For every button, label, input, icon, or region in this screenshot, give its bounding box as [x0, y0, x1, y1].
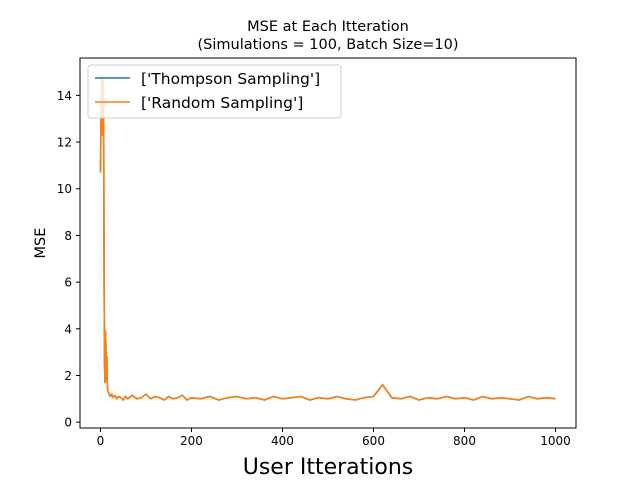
y-axis: 0 2 4 6 8 10 12 14 — [57, 89, 80, 430]
chart-title: MSE at Each Itteration — [247, 19, 409, 35]
y-tick-label: 8 — [64, 229, 72, 243]
series-line-random — [99, 75, 556, 401]
y-tick-label: 14 — [57, 89, 72, 103]
series-layer — [99, 75, 556, 401]
x-axis-label: User Itterations — [243, 455, 414, 480]
plot-frame — [79, 57, 577, 429]
y-tick-label: 6 — [64, 276, 72, 290]
x-tick-label: 0 — [97, 434, 105, 448]
x-tick-label: 200 — [180, 434, 203, 448]
x-axis: 0 200 400 600 800 1000 — [97, 428, 571, 448]
plot-area — [79, 57, 577, 429]
x-tick-label: 400 — [271, 434, 294, 448]
y-tick-label: 4 — [64, 322, 72, 336]
x-tick-label: 600 — [362, 434, 385, 448]
legend: ['Thompson Sampling'] ['Random Sampling'… — [87, 64, 342, 119]
y-tick-label: 0 — [64, 416, 72, 430]
y-tick-label: 2 — [64, 369, 72, 383]
legend-box — [87, 64, 342, 119]
y-axis-label: MSE — [33, 228, 49, 259]
x-tick-label: 800 — [453, 434, 476, 448]
x-tick-label: 1000 — [540, 434, 571, 448]
plot-background — [80, 58, 576, 428]
y-tick-label: 12 — [57, 136, 72, 150]
y-tick-label: 10 — [57, 182, 72, 196]
legend-label-thompson: ['Thompson Sampling'] — [141, 70, 320, 88]
chart-subtitle: (Simulations = 100, Batch Size=10) — [197, 37, 458, 53]
legend-label-random: ['Random Sampling'] — [141, 94, 303, 112]
